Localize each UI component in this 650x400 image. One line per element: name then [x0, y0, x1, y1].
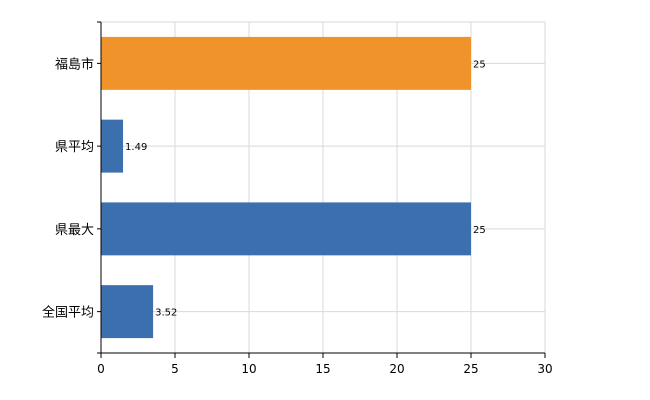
x-tick-label: 25 — [463, 362, 478, 376]
bar — [101, 36, 471, 90]
data-label: 25 — [473, 225, 486, 236]
x-tick-label: 5 — [171, 362, 179, 376]
data-label: 3.52 — [155, 308, 177, 319]
axes — [97, 21, 546, 358]
bar — [101, 119, 124, 173]
bars — [101, 36, 471, 339]
category-label: 福島市 — [55, 56, 94, 72]
category-label: 県平均 — [55, 140, 94, 155]
category-label: 県最大 — [55, 223, 94, 238]
bar — [101, 202, 471, 256]
x-tick-label: 15 — [315, 362, 330, 376]
category-label: 全国平均 — [42, 305, 94, 321]
x-tick-label: 20 — [389, 362, 404, 376]
labels: 25 福島市 1.49 県平均 25 県最大 3.52 全国平均 0 5 10 15 20 25 30 — [42, 56, 553, 376]
x-tick-label: 30 — [537, 362, 552, 376]
x-tick-label: 10 — [241, 362, 256, 376]
data-label: 25 — [473, 59, 486, 70]
x-tick-label: 0 — [97, 362, 105, 376]
data-label: 1.49 — [125, 142, 147, 153]
bar — [101, 285, 154, 339]
